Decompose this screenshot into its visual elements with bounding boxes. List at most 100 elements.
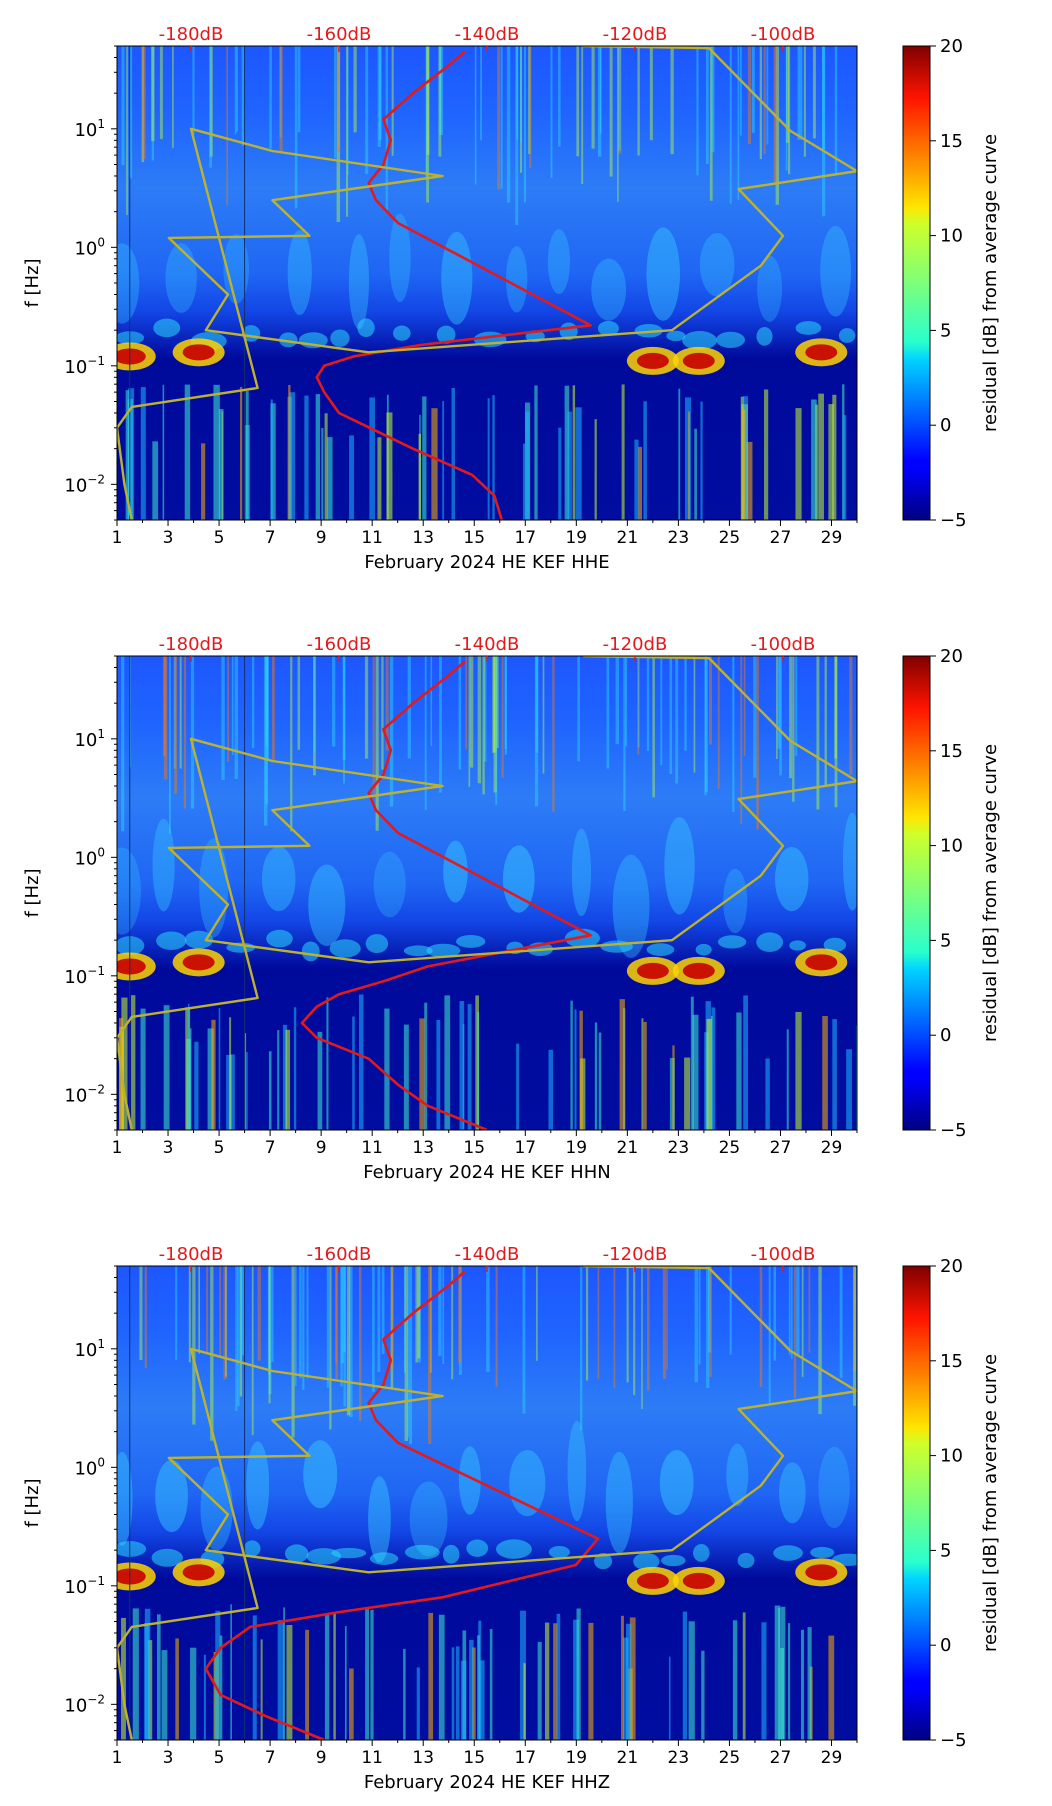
spectrogram-streak [372,656,375,795]
colorbar-tick-label: −5 [940,510,967,531]
spectrogram-column [764,389,769,520]
spectrogram-streak [358,1266,362,1421]
spectrogram-column [598,1032,602,1130]
x-tick-label: 25 [719,528,741,548]
spectrogram-event-core [182,344,215,361]
y-tick-base: 10 [74,848,97,869]
spectrogram-streak [427,1266,432,1445]
colorbar [902,655,931,1131]
spectrogram-streak [192,1266,196,1425]
x-tick-label: 17 [514,1138,536,1158]
spectrogram-microseism [156,931,187,950]
spectrogram-column [822,1016,828,1130]
spectrogram-column [245,391,249,520]
x-tick-label: 9 [316,1748,327,1768]
spectrogram-streak [729,46,732,204]
spectrogram-column [736,1012,742,1130]
y-tick-label: 10−2 [64,1082,105,1106]
spectrogram-streak [349,1266,353,1418]
spectrogram-streak [729,1266,732,1355]
spectrogram-streak [500,46,503,189]
spectrogram-haze [308,864,346,947]
spectrogram-streak [839,1266,843,1378]
spectrogram-column [365,1607,370,1740]
spectrogram-streak [142,46,146,159]
spectrogram-column [743,995,748,1130]
spectrogram-streak [227,656,229,763]
spectrogram-column [467,1004,472,1130]
spectrogram-streak [704,656,707,796]
spectrogram-streak [618,46,622,154]
spectrogram-streak [670,46,674,155]
spectrogram-streak [662,1266,667,1379]
spectrogram-column [229,1017,232,1130]
spectrogram-streak [694,1266,699,1383]
x-axis-label: February 2024 HE KEF HHN [363,1162,610,1183]
spectrogram-column [282,1024,288,1130]
spectrogram-streak [597,46,602,157]
spectrogram-streak [613,1266,616,1389]
spectrogram-column [643,401,647,520]
x-tick-label: 3 [163,1748,174,1768]
spectrogram-streak [788,46,791,175]
spectrogram-column [157,1614,161,1740]
spectrogram-column [711,1007,716,1130]
spectrogram-streak [803,46,806,157]
colorbar [902,1265,931,1741]
spectrogram-column [594,419,597,520]
spectrogram-column [286,1624,293,1740]
spectrogram-streak [442,1266,445,1365]
y-tick-label: 10−2 [64,472,105,496]
x-tick-label: 19 [565,1748,587,1768]
spectrogram-column [575,407,582,520]
spectrogram-streak [235,1266,238,1411]
x-tick-label: 17 [514,1748,536,1768]
spectrogram-microseism [496,1539,532,1559]
spectrogram-column [534,385,538,520]
spectrogram-event-core [682,352,715,369]
y-tick-label: 10−1 [64,354,105,378]
spectrogram-haze [818,1446,850,1529]
spectrogram-microseism [436,325,456,344]
spectrogram-column [431,408,438,520]
spectrogram-streak [385,656,389,751]
spectrogram-streak [834,656,838,808]
spectrogram-streak [231,656,234,756]
spectrogram-streak [493,656,498,793]
spectrogram-column [843,415,847,520]
spectrogram-streak [626,1266,629,1383]
spectrogram-streak [792,656,795,802]
spectrogram-streak [779,656,782,776]
spectrogram-streak [652,656,655,798]
spectrogram-column [711,1015,713,1130]
spectrogram-streak [173,656,177,769]
spectrogram-column [424,1002,428,1130]
spectrogram-streak [172,46,174,148]
colorbar-label: residual [dB] from average curve [980,1354,1001,1652]
spectrogram-streak [768,1266,771,1404]
spectrogram-streak [251,656,255,749]
spectrogram-microseism [661,1554,686,1567]
spectrogram-streak [126,46,128,216]
spectrogram-streak [492,656,495,753]
spectrogram-haze [199,838,229,938]
spectrogram-haze [246,1441,270,1530]
spectrogram-column [669,1058,675,1130]
spectrogram-column [621,384,625,520]
spectrogram-streak [407,1266,410,1438]
spectrogram-column [626,1623,632,1740]
spectrogram-streak [470,656,474,768]
spectrogram-streak [520,46,523,173]
spectrogram-column [795,1011,802,1130]
spectrogram-streak [580,1266,583,1431]
spectrogram-column [315,394,321,520]
spectrogram-streak [418,1266,421,1363]
spectrogram-microseism [716,331,745,349]
y-tick-base: 10 [74,120,97,141]
spectrogram-streak [501,656,504,778]
y-tick-label: 10−1 [64,1574,105,1598]
spectrogram-streak [849,656,853,775]
spectrogram-streak [391,46,394,156]
spectrogram-streak [390,1266,394,1390]
spectrogram-column [185,1007,191,1130]
